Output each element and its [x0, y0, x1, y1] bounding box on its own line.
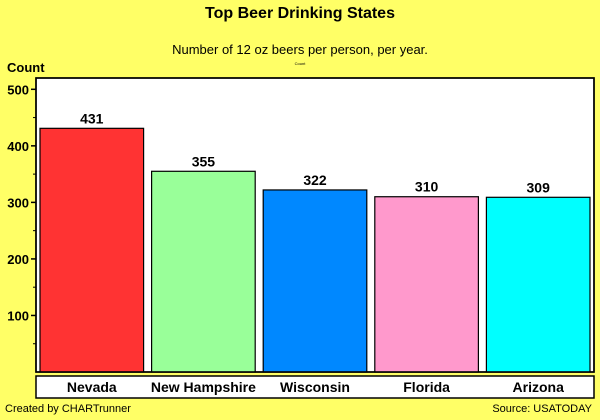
bar-value-label: 322: [303, 172, 327, 188]
category-label: Wisconsin: [280, 379, 350, 395]
bar-value-label: 355: [192, 153, 216, 169]
bar-value-label: 310: [415, 179, 439, 195]
y-tick-label: 100: [7, 308, 29, 323]
source-credit: Source: USATODAY: [492, 403, 592, 415]
plot-border: [35, 77, 595, 373]
category-axis-box: [35, 375, 595, 399]
chart-title: Top Beer Drinking States: [205, 5, 395, 22]
y-tick-label: 500: [7, 82, 29, 97]
bar-value-label: 309: [527, 179, 551, 195]
bar-nevada: [39, 127, 145, 373]
y-tick-label: 300: [7, 195, 29, 210]
chart-tiny-label: Count: [294, 61, 306, 66]
category-label: Arizona: [513, 379, 565, 395]
category-label: Nevada: [67, 379, 117, 395]
y-axis-label: Count: [7, 60, 45, 75]
category-label: Florida: [403, 379, 450, 395]
bar-arizona: [485, 196, 591, 373]
bar-new-hampshire: [151, 170, 256, 373]
y-tick-label: 400: [7, 139, 29, 154]
bar-wisconsin: [262, 189, 368, 373]
y-tick-label: 200: [7, 252, 29, 267]
category-label: New Hampshire: [151, 379, 256, 395]
bar-value-label: 431: [80, 110, 104, 126]
created-by-credit: Created by CHARTrunner: [5, 403, 131, 415]
chart-subtitle: Number of 12 oz beers per person, per ye…: [172, 42, 428, 57]
bar-florida: [374, 196, 479, 373]
